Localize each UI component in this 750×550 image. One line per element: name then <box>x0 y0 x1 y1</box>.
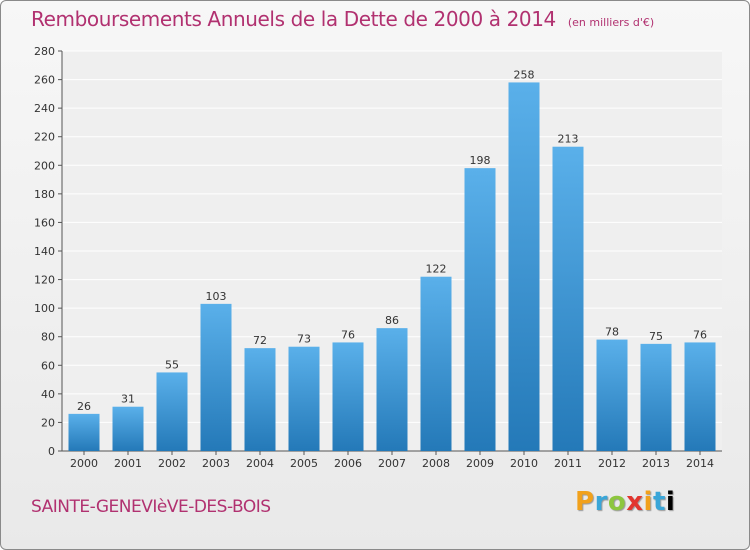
x-tick-label: 2012 <box>598 457 626 470</box>
x-tick-label: 2010 <box>510 457 538 470</box>
x-tick-label: 2007 <box>378 457 406 470</box>
y-tick-label: 80 <box>41 331 55 344</box>
bar <box>508 82 540 451</box>
data-label: 122 <box>426 263 447 276</box>
y-tick-label: 100 <box>34 302 55 315</box>
x-tick-label: 2003 <box>202 457 230 470</box>
bar <box>684 342 716 451</box>
y-tick-label: 140 <box>34 245 55 258</box>
bar <box>332 342 364 451</box>
data-label: 31 <box>121 393 135 406</box>
y-tick-label: 180 <box>34 188 55 201</box>
x-tick-label: 2014 <box>686 457 714 470</box>
y-tick-label: 280 <box>34 45 55 58</box>
y-tick-label: 220 <box>34 131 55 144</box>
data-label: 76 <box>341 328 355 341</box>
x-tick-label: 2008 <box>422 457 450 470</box>
x-tick-label: 2004 <box>246 457 274 470</box>
bar <box>640 343 672 451</box>
x-tick-label: 2002 <box>158 457 186 470</box>
x-tick-label: 2000 <box>70 457 98 470</box>
data-label: 78 <box>605 326 619 339</box>
chart-subtitle: (en milliers d'€) <box>567 16 655 29</box>
bar <box>244 348 276 451</box>
bar <box>420 276 452 451</box>
y-tick-label: 60 <box>41 359 55 372</box>
title-row: Remboursements Annuels de la Dette de 20… <box>31 7 654 31</box>
bar <box>112 406 144 451</box>
bar <box>552 146 584 451</box>
data-label: 55 <box>165 358 179 371</box>
data-label: 73 <box>297 333 311 346</box>
data-label: 198 <box>470 154 491 167</box>
x-tick-label: 2009 <box>466 457 494 470</box>
bar <box>596 339 628 451</box>
bar <box>68 413 100 451</box>
data-label: 72 <box>253 334 267 347</box>
data-label: 213 <box>558 133 579 146</box>
y-tick-label: 260 <box>34 74 55 87</box>
data-label: 103 <box>206 290 227 303</box>
bar <box>156 372 188 451</box>
y-tick-label: 20 <box>41 416 55 429</box>
y-tick-label: 120 <box>34 274 55 287</box>
data-label: 258 <box>514 68 535 81</box>
x-tick-label: 2005 <box>290 457 318 470</box>
x-tick-label: 2011 <box>554 457 582 470</box>
y-tick-label: 40 <box>41 388 55 401</box>
y-tick-label: 160 <box>34 216 55 229</box>
bar <box>376 328 408 451</box>
x-tick-label: 2006 <box>334 457 362 470</box>
bar <box>200 303 232 451</box>
commune-name: SAINTE-GENEVIèVE-DES-BOIS <box>31 497 271 517</box>
data-label: 86 <box>385 314 399 327</box>
x-tick-label: 2001 <box>114 457 142 470</box>
chart-title: Remboursements Annuels de la Dette de 20… <box>31 7 556 31</box>
proxiti-logo: Proxiti <box>575 487 676 517</box>
data-label: 75 <box>649 330 663 343</box>
y-tick-label: 0 <box>48 445 55 458</box>
data-label: 26 <box>77 400 91 413</box>
y-tick-label: 200 <box>34 159 55 172</box>
bar <box>464 168 496 451</box>
data-label: 76 <box>693 328 707 341</box>
y-tick-label: 240 <box>34 102 55 115</box>
bar <box>288 346 320 451</box>
x-tick-label: 2013 <box>642 457 670 470</box>
